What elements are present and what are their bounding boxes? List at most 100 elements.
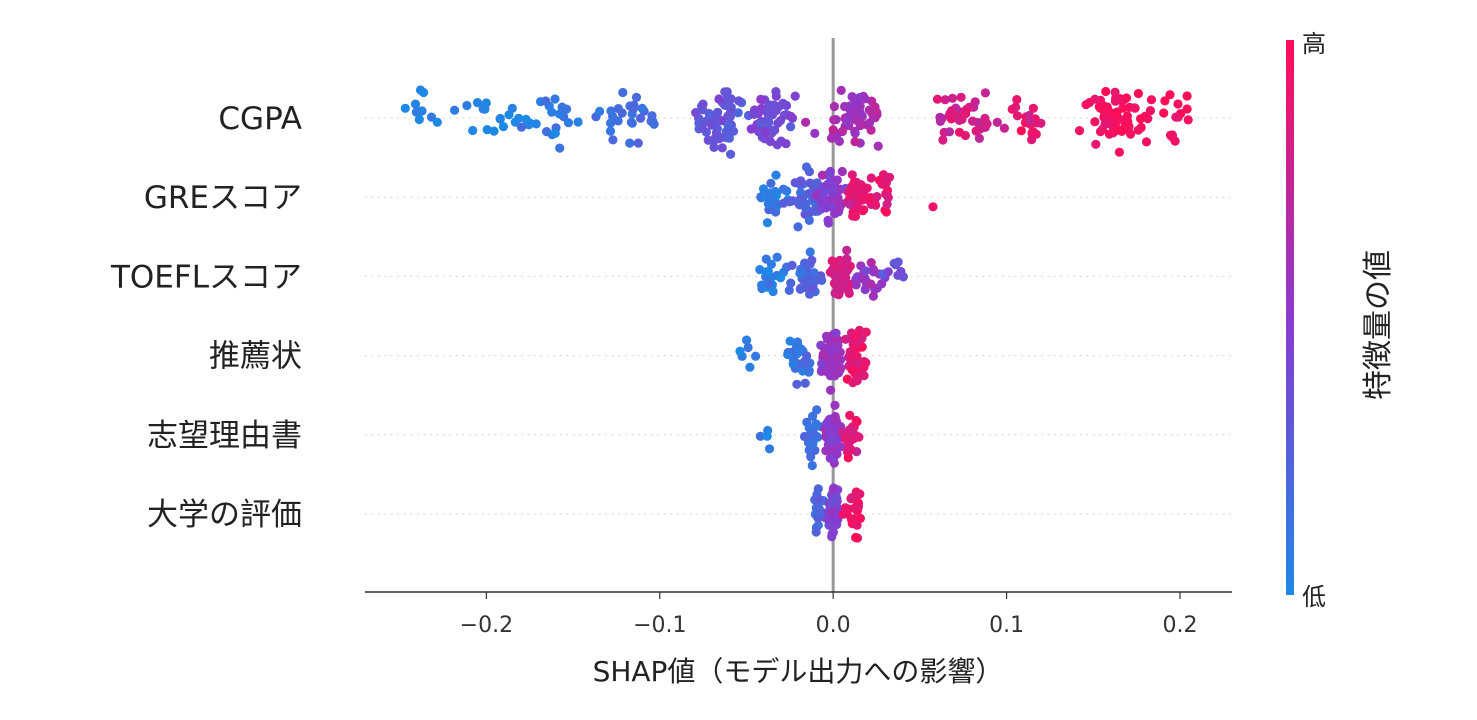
shap-point [691,108,701,118]
shap-point [767,128,777,138]
shap-point [726,149,736,159]
shap-point [866,173,876,183]
shap-point [749,109,759,119]
shap-point [613,104,624,114]
shap-point [822,367,832,377]
shap-point [860,94,870,104]
shap-point [562,104,572,114]
shap-point [1114,125,1124,135]
shap-point [846,184,856,194]
colorbar-low-label: 低 [1302,583,1326,611]
shap-point [1165,130,1176,140]
shap-point [766,178,776,188]
shap-point [843,113,853,123]
shap-point [850,137,860,147]
shap-point [956,92,966,102]
shap-point [793,337,803,347]
shap-point [514,113,524,123]
shap-point [606,118,616,128]
feature-label: 大学の評価 [147,497,302,533]
shap-point [837,126,848,137]
shap-point [1165,90,1175,100]
shap-point [595,106,605,116]
shap-point [808,439,818,449]
shap-point [781,139,791,149]
shap-point [872,192,882,202]
shap-point [606,106,616,116]
shap-point [698,99,708,109]
shap-point [826,498,837,508]
shap-point [836,259,847,269]
colorbar-high-label: 高 [1302,30,1326,58]
shap-point [832,272,842,282]
colorbar-title: 特徴量の値 [1361,250,1396,400]
shap-point [776,273,786,283]
shap-point [828,125,838,135]
shap-point [714,94,724,104]
shap-point [992,117,1002,127]
shap-point [531,119,541,129]
shap-point [1100,119,1110,129]
shap-point [830,400,840,410]
shap-point [1143,114,1153,124]
shap-point [829,101,840,112]
shap-point [725,112,735,122]
shap-point [745,362,755,372]
x-tick-label: −0.1 [633,613,686,638]
shap-point [790,91,800,101]
shap-point [784,285,794,295]
shap-point [832,449,842,459]
shap-point [778,184,789,194]
shap-point [554,109,565,119]
shap-point [847,365,857,375]
shap-point [807,255,817,265]
shap-point [763,266,773,277]
shap-point [795,284,805,294]
shap-point [826,435,836,445]
shap-point [831,415,841,426]
shap-point [866,279,876,289]
shap-point [838,509,848,519]
shap-point [1025,116,1035,126]
shap-point [414,114,424,125]
shap-point [799,276,809,286]
shap-point [1036,118,1046,128]
shap-point [868,264,879,274]
x-tick-label: 0.1 [989,613,1024,638]
shap-point [839,271,850,281]
feature-label: 志望理由書 [147,418,302,454]
shap-point [801,203,811,213]
shap-point [811,527,821,537]
shap-point [1130,103,1140,113]
shap-point [711,112,721,122]
shap-point [613,116,623,126]
shap-point [801,117,811,127]
shap-point [881,207,892,217]
shap-point [957,114,967,124]
shap-point [507,103,517,113]
shap-point [735,346,745,356]
shap-point [850,211,861,221]
shap-point [649,119,659,129]
shap-point [804,215,814,225]
shap-point [801,162,812,172]
shap-point [822,419,832,429]
shap-point [1090,94,1100,104]
shap-point [608,135,618,145]
shap-point [796,178,806,188]
shap-point [974,133,985,143]
shap-point [411,107,421,117]
x-axis: −0.2 −0.1 0.0 0.1 0.2 SHAP値（モデル出力への影響） [365,591,1232,688]
shap-point [796,344,806,354]
shap-point [563,118,574,128]
shap-point [495,113,505,124]
shap-point [968,116,978,126]
shap-point [883,267,893,277]
shap-point [954,127,965,137]
shap-point [873,141,883,151]
shap-point [720,87,730,97]
shap-point [722,101,732,111]
shap-point [793,222,803,232]
shap-point [542,127,552,137]
x-tick-label: 0.2 [1162,613,1197,638]
